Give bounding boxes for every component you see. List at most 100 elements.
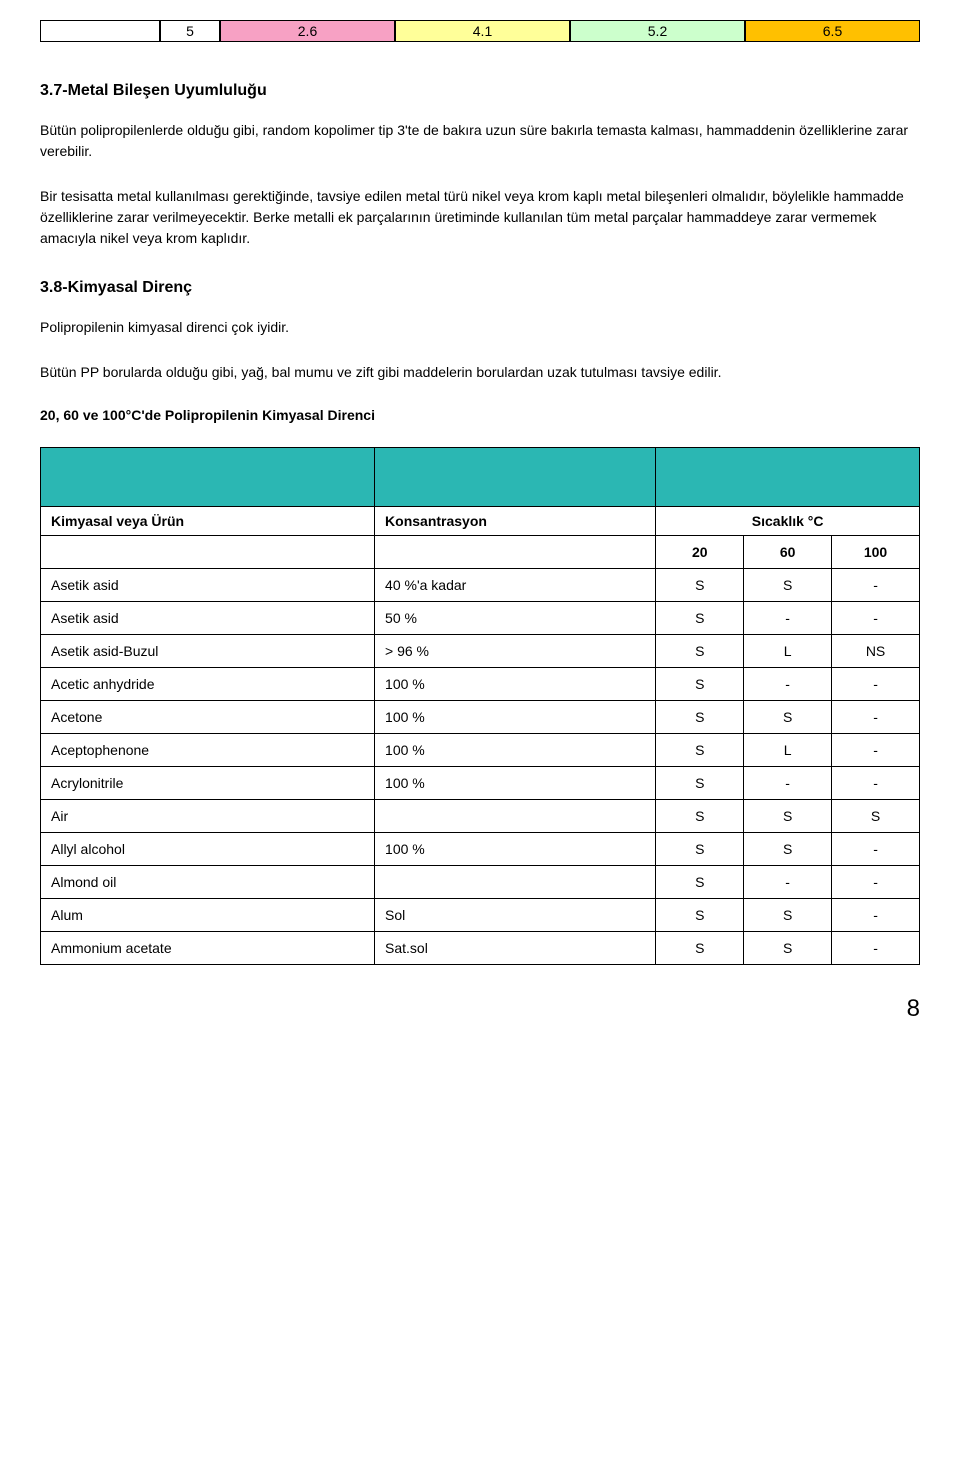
cell-conc: > 96 %	[375, 635, 656, 668]
temp-blank-2	[375, 536, 656, 569]
page-number: 8	[40, 995, 920, 1023]
cell-chem: Air	[41, 800, 375, 833]
table-row: Acetone100 %SS-	[41, 701, 920, 734]
chemical-resistance-table: Kimyasal veya Ürün Konsantrasyon Sıcaklı…	[40, 447, 920, 965]
para-3-8-2: Bütün PP borularda olduğu gibi, yağ, bal…	[40, 362, 920, 383]
hdr-chem-cell: Kimyasal veya Ürün	[41, 448, 375, 536]
cell-chem: Almond oil	[41, 866, 375, 899]
para-3-7-2: Bir tesisatta metal kullanılması gerekti…	[40, 186, 920, 249]
para-3-8-1: Polipropilenin kimyasal direnci çok iyid…	[40, 317, 920, 338]
table-row: Acrylonitrile100 %S--	[41, 767, 920, 800]
cell-chem: Acrylonitrile	[41, 767, 375, 800]
para-3-7-1: Bütün polipropilenlerde olduğu gibi, ran…	[40, 120, 920, 162]
cell-conc: Sol	[375, 899, 656, 932]
table-row: Acetic anhydride100 %S--	[41, 668, 920, 701]
top-cell-1: 2.6	[220, 20, 395, 42]
table-row: Allyl alcohol100 %SS-	[41, 833, 920, 866]
cell-t60: L	[744, 734, 832, 767]
cell-conc: 100 %	[375, 833, 656, 866]
cell-chem: Alum	[41, 899, 375, 932]
cell-t60: S	[744, 800, 832, 833]
top-cell-2: 4.1	[395, 20, 570, 42]
cell-t20: S	[656, 767, 744, 800]
cell-t100: -	[832, 602, 920, 635]
cell-chem: Asetik asid-Buzul	[41, 635, 375, 668]
cell-t20: S	[656, 800, 744, 833]
cell-conc: 100 %	[375, 701, 656, 734]
cell-t60: -	[744, 602, 832, 635]
cell-t60: -	[744, 767, 832, 800]
cell-chem: Acetic anhydride	[41, 668, 375, 701]
top-cell-index: 5	[160, 20, 220, 42]
table-header-row: Kimyasal veya Ürün Konsantrasyon Sıcaklı…	[41, 448, 920, 536]
table-row: AirSSS	[41, 800, 920, 833]
hdr-conc-cell: Konsantrasyon	[375, 448, 656, 536]
cell-chem: Asetik asid	[41, 602, 375, 635]
cell-t20: S	[656, 734, 744, 767]
heading-3-7: 3.7-Metal Bileşen Uyumluluğu	[40, 82, 920, 100]
hdr-chem-label: Kimyasal veya Ürün	[41, 506, 374, 535]
cell-t20: S	[656, 866, 744, 899]
cell-conc: 100 %	[375, 767, 656, 800]
hdr-conc-label: Konsantrasyon	[375, 506, 655, 535]
table-row: Asetik asid40 %'a kadarSS-	[41, 569, 920, 602]
cell-t100: S	[832, 800, 920, 833]
table-row: Ammonium acetateSat.solSS-	[41, 932, 920, 965]
cell-chem: Allyl alcohol	[41, 833, 375, 866]
table-row: Asetik asid-Buzul> 96 %SLNS	[41, 635, 920, 668]
cell-t100: -	[832, 569, 920, 602]
cell-t20: S	[656, 899, 744, 932]
cell-t60: S	[744, 899, 832, 932]
cell-t60: L	[744, 635, 832, 668]
cell-t100: -	[832, 701, 920, 734]
cell-t20: S	[656, 932, 744, 965]
cell-t100: -	[832, 932, 920, 965]
cell-conc: 100 %	[375, 734, 656, 767]
hdr-temp-cell: Sıcaklık °C	[656, 448, 920, 536]
table-row: Asetik asid50 %S--	[41, 602, 920, 635]
cell-t100: NS	[832, 635, 920, 668]
cell-conc: 100 %	[375, 668, 656, 701]
top-color-row: 5 2.6 4.1 5.2 6.5	[40, 20, 920, 42]
hdr-temp-label: Sıcaklık °C	[656, 506, 919, 535]
cell-t60: S	[744, 701, 832, 734]
cell-t20: S	[656, 602, 744, 635]
top-cell-3: 5.2	[570, 20, 745, 42]
subheading-3-8: 20, 60 ve 100°C'de Polipropilenin Kimyas…	[40, 407, 920, 423]
cell-t60: S	[744, 833, 832, 866]
cell-t100: -	[832, 734, 920, 767]
cell-chem: Acetone	[41, 701, 375, 734]
cell-t20: S	[656, 635, 744, 668]
cell-chem: Aceptophenone	[41, 734, 375, 767]
cell-t100: -	[832, 668, 920, 701]
cell-t100: -	[832, 899, 920, 932]
temp-60: 60	[744, 536, 832, 569]
temp-100: 100	[832, 536, 920, 569]
cell-t20: S	[656, 701, 744, 734]
cell-t20: S	[656, 668, 744, 701]
heading-3-8: 3.8-Kimyasal Direnç	[40, 279, 920, 297]
cell-conc	[375, 866, 656, 899]
cell-conc: Sat.sol	[375, 932, 656, 965]
cell-t100: -	[832, 833, 920, 866]
table-row: Almond oilS--	[41, 866, 920, 899]
cell-chem: Ammonium acetate	[41, 932, 375, 965]
cell-conc: 50 %	[375, 602, 656, 635]
top-cell-4: 6.5	[745, 20, 920, 42]
table-row: Aceptophenone100 %SL-	[41, 734, 920, 767]
cell-t60: -	[744, 668, 832, 701]
cell-t60: -	[744, 866, 832, 899]
cell-t60: S	[744, 932, 832, 965]
top-cell-blank	[40, 20, 160, 42]
cell-conc: 40 %'a kadar	[375, 569, 656, 602]
cell-t100: -	[832, 866, 920, 899]
cell-t20: S	[656, 569, 744, 602]
temp-20: 20	[656, 536, 744, 569]
table-row: AlumSolSS-	[41, 899, 920, 932]
table-temp-row: 20 60 100	[41, 536, 920, 569]
cell-t20: S	[656, 833, 744, 866]
cell-t100: -	[832, 767, 920, 800]
temp-blank-1	[41, 536, 375, 569]
cell-chem: Asetik asid	[41, 569, 375, 602]
cell-conc	[375, 800, 656, 833]
